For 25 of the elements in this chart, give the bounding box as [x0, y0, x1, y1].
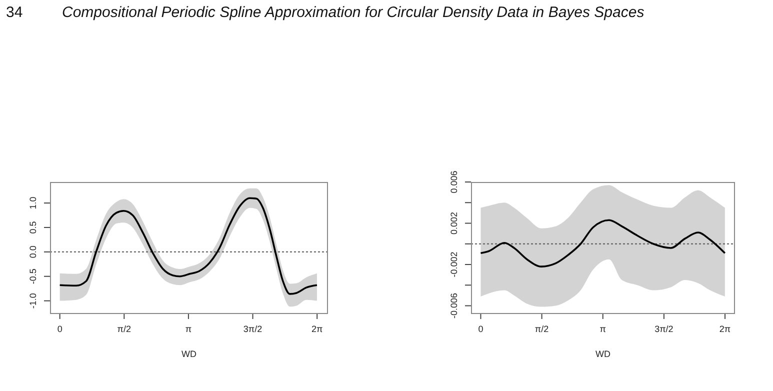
y-tick-label: -0.002 — [449, 252, 459, 278]
x-tick-label: 0 — [57, 324, 62, 334]
x-axis-title: WD — [182, 349, 197, 359]
x-tick-label: π/2 — [117, 324, 131, 334]
line-series — [480, 219, 726, 268]
text: Compositional Periodic Spline Approximation for Circular Density Data in Bayes Spaces — [62, 4, 644, 21]
x-tick-label: π/2 — [534, 324, 549, 334]
line-series — [58, 197, 318, 295]
x-tick-label: 2π — [311, 324, 323, 334]
x-axis-title: WD — [596, 349, 611, 359]
y-tick-label: -0.006 — [449, 292, 459, 319]
x-tick-label: π — [600, 324, 606, 334]
text: 34 — [6, 4, 23, 21]
y-tick-label: 1.0 — [28, 196, 38, 210]
x-tick-label: π — [185, 324, 192, 334]
x-tick-label: 0 — [478, 324, 484, 334]
x-tick-label: 3π/2 — [654, 324, 674, 334]
y-tick-label: 0.002 — [449, 212, 459, 235]
y-tick-label: 0.006 — [449, 170, 459, 194]
y-tick-label: 0.0 — [28, 246, 38, 258]
x-tick-label: 3π/2 — [243, 324, 262, 334]
y-tick-label: 0.5 — [28, 221, 38, 234]
x-tick-label: 2π — [719, 324, 731, 334]
y-tick-label: -1.0 — [28, 293, 38, 309]
y-tick-label: -0.5 — [28, 268, 38, 284]
